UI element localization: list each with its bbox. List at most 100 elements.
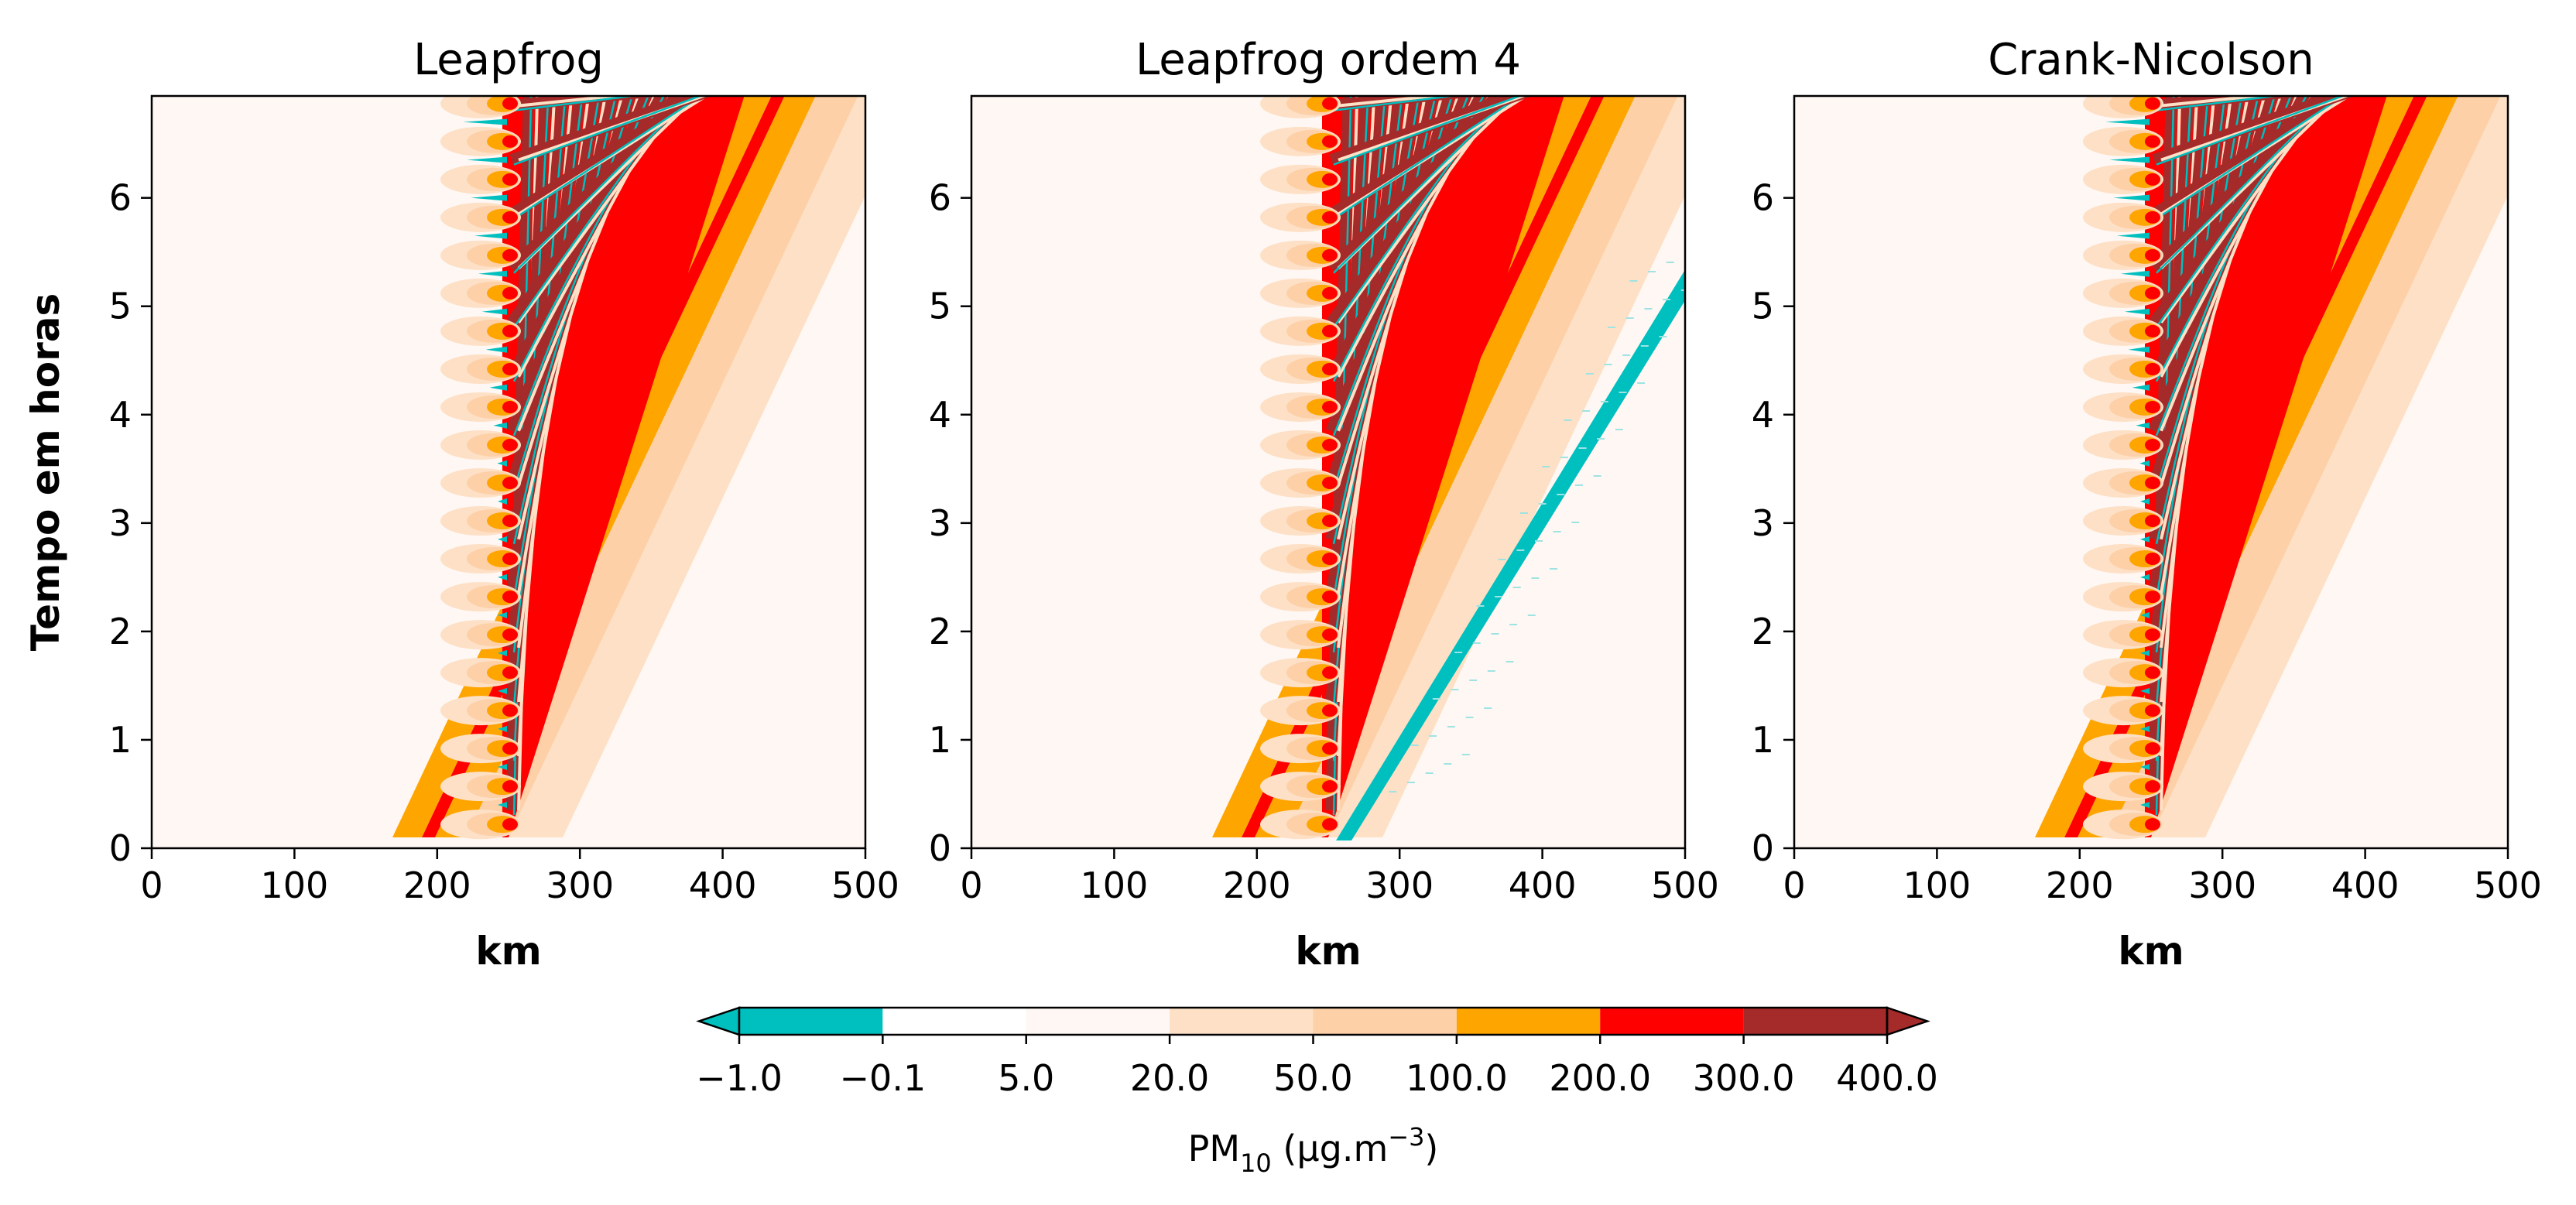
negative-speckle [1600, 400, 1608, 402]
y-tick-label: 5 [1752, 286, 1774, 327]
source-blob-core [1322, 477, 1338, 490]
source-blob-core [502, 324, 518, 337]
negative-lobe [2140, 573, 2150, 580]
source-blob-core [1322, 818, 1338, 831]
source-blob-core [2145, 362, 2160, 375]
negative-speckle [1461, 753, 1470, 755]
negative-speckle [1487, 669, 1495, 672]
x-axis-label: km [1295, 929, 1361, 974]
source-blob-core [2145, 628, 2160, 642]
stripe-negative [513, 96, 641, 111]
source-blob-core [2145, 818, 2160, 831]
negative-speckle [1637, 382, 1646, 384]
negative-lobe [478, 270, 507, 277]
source-blob-core [2145, 780, 2160, 793]
negative-speckle [1447, 725, 1455, 727]
colorbar-tick-label: 100.0 [1406, 1057, 1508, 1099]
negative-speckle [1663, 298, 1671, 300]
colorbar-tick-label: 300.0 [1693, 1057, 1795, 1099]
negative-band [1336, 269, 1685, 840]
source-blob-core [502, 248, 518, 262]
negative-lobe [2113, 194, 2150, 201]
plume-band-outer [509, 96, 865, 837]
x-tick-label: 200 [403, 864, 471, 906]
negative-lobe [2140, 763, 2150, 770]
source-blob-core [1322, 362, 1338, 375]
source-blob-core [2145, 248, 2160, 262]
x-tick-label: 300 [2188, 864, 2256, 906]
negative-speckle [1527, 614, 1536, 616]
negative-lobe [498, 725, 507, 732]
negative-lobe [498, 649, 507, 656]
source-blob-core [502, 591, 518, 604]
source-blob-core [1322, 400, 1338, 413]
negative-speckle [1648, 270, 1656, 272]
negative-lobe [497, 460, 507, 467]
negative-lobe [2140, 498, 2150, 505]
negative-lobe [2120, 270, 2150, 277]
negative-lobe [2116, 232, 2150, 239]
negative-speckle [1553, 530, 1561, 532]
y-tick-label: 2 [929, 611, 951, 652]
negative-lobe [2132, 384, 2150, 391]
source-blob-core [1322, 553, 1338, 566]
source-blob-core [502, 477, 518, 490]
negative-lobe [2136, 422, 2150, 429]
negative-lobe [2124, 308, 2150, 315]
y-tick-label: 2 [109, 611, 132, 652]
negative-speckle [1495, 595, 1503, 597]
source-blob-core [2145, 324, 2160, 337]
plot-area [971, 96, 1685, 848]
colorbar-extend-min [696, 1006, 741, 1036]
stripe-light [518, 96, 630, 108]
negative-lobe [2140, 649, 2150, 656]
negative-speckle [1516, 549, 1525, 551]
x-tick-label: 0 [140, 864, 163, 906]
negative-speckle [1629, 279, 1638, 282]
negative-speckle [1608, 326, 1616, 328]
x-tick-label: 0 [1783, 864, 1805, 906]
negative-speckle [1604, 363, 1612, 365]
negative-speckle [1542, 465, 1550, 467]
negative-speckle [1538, 502, 1547, 505]
x-tick-label: 500 [831, 864, 899, 906]
panel-title: Crank-Nicolson [1988, 35, 2314, 85]
y-axis-label: Tempo em horas [23, 293, 68, 652]
negative-lobe [485, 346, 507, 353]
colorbar-segment [1456, 1008, 1601, 1035]
axes-frame [150, 94, 867, 850]
y-tick-label: 5 [929, 286, 951, 327]
negative-speckle [1550, 567, 1558, 570]
negative-speckle [1444, 762, 1452, 765]
source-blob-core [2145, 477, 2160, 490]
y-tick-label: 4 [1752, 394, 1774, 436]
negative-lobe [474, 232, 507, 239]
y-tick-label: 0 [1752, 827, 1774, 869]
negative-speckle [1429, 734, 1437, 737]
source-blob-core [2145, 173, 2160, 186]
negative-lobe [2140, 687, 2150, 694]
x-axis-label: km [2118, 929, 2184, 974]
source-blob-core [2145, 286, 2160, 300]
stripe-light [2160, 96, 2273, 108]
negative-lobe [467, 156, 507, 163]
source-blob-core [2145, 666, 2160, 680]
x-tick-label: 500 [1651, 864, 1719, 906]
source-blob-core [502, 438, 518, 451]
x-tick-label: 500 [2474, 864, 2542, 906]
colorbar-segment [739, 1008, 883, 1035]
negative-speckle [1593, 474, 1601, 477]
negative-speckle [1389, 790, 1397, 792]
negative-speckle [1640, 344, 1649, 347]
source-blob-core [2145, 742, 2160, 755]
negative-lobe [2109, 156, 2150, 163]
source-blob-core [2145, 515, 2160, 528]
panel-2: Crank-Nicolson 0 100 200 300 400 500 0 1 2 3 4 5 6 km [1752, 35, 2542, 974]
x-tick-label: 200 [1223, 864, 1291, 906]
source-blob-core [1322, 173, 1338, 186]
negative-speckle [1469, 679, 1478, 681]
source-blob-core [1322, 286, 1338, 300]
colorbar-segment [1313, 1008, 1457, 1035]
stripe-negative [513, 96, 703, 166]
